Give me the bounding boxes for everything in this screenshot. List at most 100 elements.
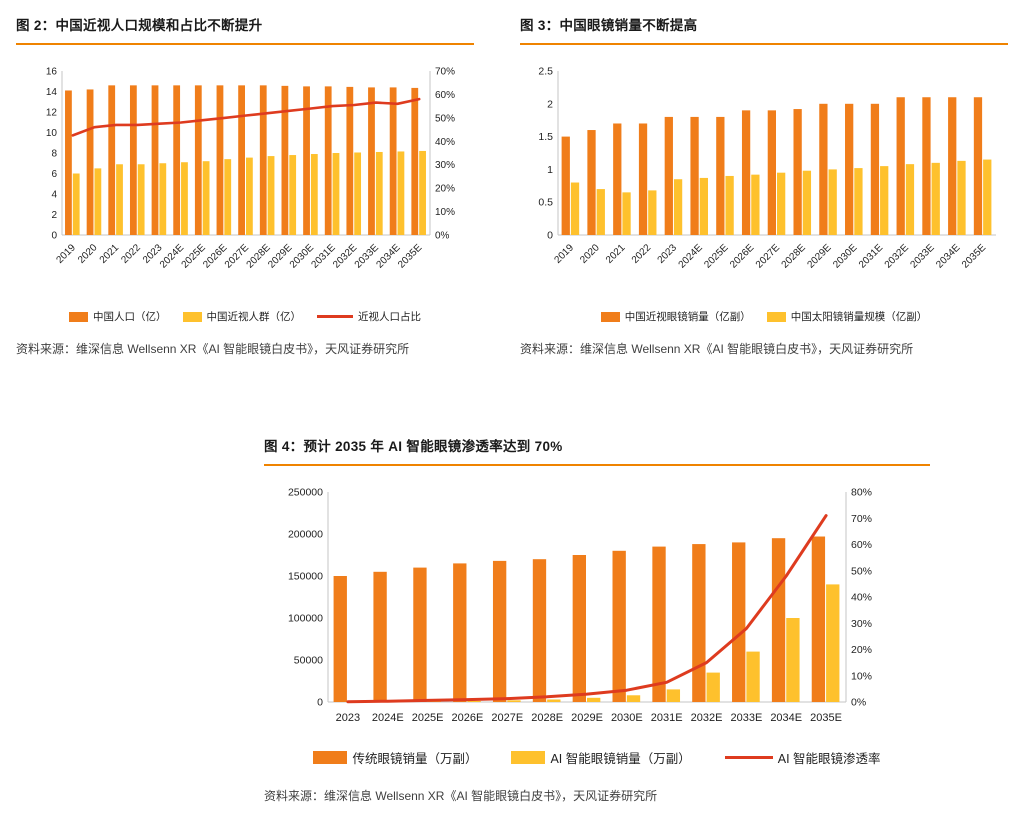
legend-item: 近视人口占比 <box>317 309 421 324</box>
bar-series-1 <box>507 700 521 702</box>
bar-series-0 <box>652 546 666 702</box>
bar-series-0 <box>333 576 347 702</box>
bar-series-0 <box>716 116 725 235</box>
bar-series-0 <box>572 555 586 702</box>
secondary-y-axis-tick-label: 10% <box>851 670 872 682</box>
x-axis-label: 2028E <box>531 712 563 724</box>
secondary-y-axis-tick-label: 50% <box>851 565 872 577</box>
bar-series-0 <box>767 110 776 235</box>
x-axis-label: 2028E <box>780 242 808 270</box>
line-series <box>71 97 421 137</box>
x-axis-label: 2022 <box>630 242 654 266</box>
y-axis-tick-label: 1 <box>547 164 553 176</box>
bar-series-1 <box>666 689 681 702</box>
bar-series-1 <box>419 150 426 235</box>
bar-series-1 <box>983 159 992 235</box>
y-axis-tick-label: 200000 <box>288 529 323 541</box>
bar-series-0 <box>238 85 245 235</box>
figure-4-legend: 传统眼镜销量（万副） AI 智能眼镜销量（万副） AI 智能眼镜渗透率 <box>264 748 930 767</box>
bar-series-1 <box>626 695 641 702</box>
bar-series-1 <box>905 164 915 235</box>
legend-label: AI 智能眼镜渗透率 <box>777 752 881 766</box>
x-axis-label: 2020 <box>578 242 602 266</box>
y-axis-tick-label: 250000 <box>288 487 323 499</box>
figure-2-title-rule <box>16 43 474 45</box>
y-axis-tick-label: 4 <box>51 190 57 201</box>
figure-3-title: 图 3：中国眼镜销量不断提高 <box>520 18 698 33</box>
x-axis-label: 2031E <box>857 242 885 270</box>
secondary-y-axis-tick-label: 10% <box>435 207 455 218</box>
bar-series-1 <box>267 156 275 235</box>
bar-series-1 <box>673 179 683 235</box>
bar-series-1 <box>94 168 102 236</box>
bar-series-1 <box>137 164 145 235</box>
bar-series-0 <box>948 97 957 235</box>
bar-series-1 <box>786 618 800 702</box>
x-axis-label: 2023 <box>336 712 360 724</box>
y-axis-tick-label: 0 <box>317 697 323 709</box>
bar-series-0 <box>638 123 648 235</box>
bar-series-0 <box>845 103 854 235</box>
figure-3: 图 3：中国眼镜销量不断提高 0 0.5 1 1.5 2 2.5 2019 2020 2021 2… <box>520 14 1008 357</box>
bar-series-1 <box>397 151 405 235</box>
x-axis-label: 2029E <box>805 242 833 270</box>
bar-series-0 <box>108 85 116 235</box>
x-axis-label: 2035E <box>960 242 988 270</box>
legend-bar-swatch <box>313 751 348 764</box>
x-axis-label: 2024E <box>372 712 404 724</box>
legend-bar-swatch <box>600 311 620 322</box>
legend-item: 传统眼镜销量（万副） <box>313 748 477 767</box>
bar-series-1 <box>202 161 210 235</box>
bar-series-1 <box>777 172 786 235</box>
bar-series-0 <box>732 542 746 702</box>
legend-item: AI 智能眼镜渗透率 <box>724 748 881 767</box>
x-axis-label: 2027E <box>754 242 782 270</box>
figure-2-chart: 0 2 4 6 8 10 12 14 16 0% 10% 20% 30% 40% 50% 60% 70% 2019… <box>46 67 455 271</box>
legend-line-swatch <box>724 755 773 760</box>
x-axis-label: 2032E <box>883 242 911 270</box>
legend-item: 中国太阳镜销量规模（亿副） <box>766 309 927 324</box>
bar-series-0 <box>373 571 387 702</box>
bar-series-1 <box>746 651 760 702</box>
bar-series-1 <box>547 699 561 702</box>
y-axis-tick-label: 8 <box>51 149 57 160</box>
x-axis-label: 2034E <box>770 712 802 724</box>
line-series <box>346 514 828 704</box>
x-axis-label: 2025E <box>702 242 730 270</box>
legend-item: 中国近视眼镜销量（亿副） <box>600 309 751 324</box>
legend-label: AI 智能眼镜销量（万副） <box>550 752 691 766</box>
secondary-y-axis-tick-label: 40% <box>851 592 872 604</box>
y-axis-tick-label: 6 <box>51 169 57 180</box>
x-axis-label: 2019 <box>552 242 576 266</box>
bar-series-0 <box>389 87 397 236</box>
bar-series-1 <box>957 160 966 235</box>
bar-series-0 <box>173 85 181 235</box>
x-axis-label: 2030E <box>831 242 859 270</box>
bar-series-0 <box>692 544 706 702</box>
bar-series-1 <box>116 164 123 235</box>
x-axis-label: 2026E <box>452 712 484 724</box>
legend-label: 近视人口占比 <box>358 311 421 323</box>
y-axis-tick-label: 2 <box>547 98 553 110</box>
figure-4-title-rule <box>264 464 930 466</box>
bar-series-1 <box>354 152 362 235</box>
secondary-y-axis-tick-label: 70% <box>435 67 455 78</box>
secondary-y-axis-tick-label: 0% <box>435 231 450 242</box>
figure-4: 图 4：预计 2035 年 AI 智能眼镜渗透率达到 70% 0 50000 100… <box>264 435 930 804</box>
bar-series-0 <box>690 116 699 235</box>
x-axis-label: 2020 <box>76 242 100 266</box>
legend-bar-swatch <box>69 311 88 322</box>
bar-series-1 <box>751 174 760 235</box>
bar-series-0 <box>771 538 786 702</box>
x-axis-label: 2019 <box>54 242 78 266</box>
bar-series-1 <box>587 697 601 702</box>
y-axis-tick-label: 1.5 <box>538 131 553 143</box>
x-axis-label: 2027E <box>491 712 523 724</box>
bar-series-1 <box>181 162 188 235</box>
y-axis-tick-label: 2 <box>51 210 57 221</box>
y-axis-tick-label: 0.5 <box>538 197 553 209</box>
secondary-y-axis-tick-label: 60% <box>851 539 872 551</box>
legend-bar-swatch <box>766 311 786 322</box>
x-axis-label: 2035E <box>396 242 424 270</box>
